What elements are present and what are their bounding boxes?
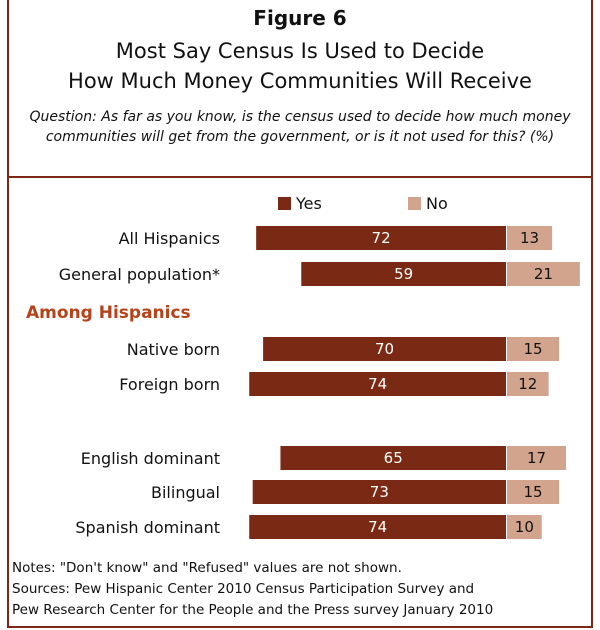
category-label: Spanish dominant <box>75 518 220 537</box>
bar-yes-value: 65 <box>384 449 403 467</box>
bar-yes <box>256 226 506 250</box>
bar-yes-value: 70 <box>375 340 394 358</box>
bar-no-value: 12 <box>518 375 537 393</box>
bar-no <box>507 337 560 361</box>
bar-no <box>507 515 542 539</box>
bar-yes-value: 59 <box>394 265 413 283</box>
sources-line-2: Pew Research Center for the People and t… <box>12 602 494 618</box>
bar-no-value: 13 <box>520 229 539 247</box>
figure-number: Figure 6 <box>253 6 347 30</box>
bar-chart: Yes No Among Hispanics All Hispanics 72 13 Gen… <box>26 194 580 539</box>
bar-no <box>507 372 549 396</box>
bar-yes-value: 74 <box>368 375 387 393</box>
bar-yes <box>249 372 506 396</box>
bar-no <box>507 262 580 286</box>
bar-no <box>507 226 553 250</box>
bar-yes <box>249 515 506 539</box>
category-label: English dominant <box>81 449 220 468</box>
figure-header: Figure 6 Most Say Census Is Used to Deci… <box>9 0 591 178</box>
chart-title: Most Say Census Is Used to Decide How Mu… <box>9 36 591 96</box>
bar-yes <box>263 337 506 361</box>
category-label: Native born <box>127 340 220 359</box>
bar-yes <box>301 262 506 286</box>
bar-yes <box>280 446 506 470</box>
bar-no <box>507 446 566 470</box>
category-label: General population* <box>59 265 220 284</box>
title-line-2: How Much Money Communities Will Receive <box>68 69 532 93</box>
legend-swatch-no <box>408 197 421 210</box>
bar-yes-value: 74 <box>368 518 387 536</box>
notes: Notes: "Don't know" and "Refused" values… <box>12 558 590 621</box>
legend-label-yes: Yes <box>295 194 322 213</box>
bar-no-value: 15 <box>523 340 542 358</box>
section-heading: Among Hispanics <box>26 303 191 323</box>
bar-no-value: 15 <box>523 483 542 501</box>
category-label: All Hispanics <box>119 229 220 248</box>
sources-line-1: Sources: Pew Hispanic Center 2010 Census… <box>12 581 475 597</box>
bar-no <box>507 480 560 504</box>
legend-swatch-yes <box>278 197 291 210</box>
category-label: Foreign born <box>119 375 220 394</box>
notes-line-1: Notes: "Don't know" and "Refused" values… <box>12 560 402 576</box>
bar-yes <box>252 480 506 504</box>
bar-no-value: 17 <box>527 449 546 467</box>
bar-no-value: 10 <box>515 518 534 536</box>
bar-no-value: 21 <box>534 265 553 283</box>
figure-frame: Figure 6 Most Say Census Is Used to Deci… <box>7 0 593 628</box>
bar-yes-value: 73 <box>370 483 389 501</box>
legend-label-no: No <box>426 194 448 213</box>
bar-yes-value: 72 <box>372 229 391 247</box>
category-label: Bilingual <box>151 483 220 502</box>
title-line-1: Most Say Census Is Used to Decide <box>115 39 485 63</box>
survey-question: Question: As far as you know, is the cen… <box>29 109 571 145</box>
